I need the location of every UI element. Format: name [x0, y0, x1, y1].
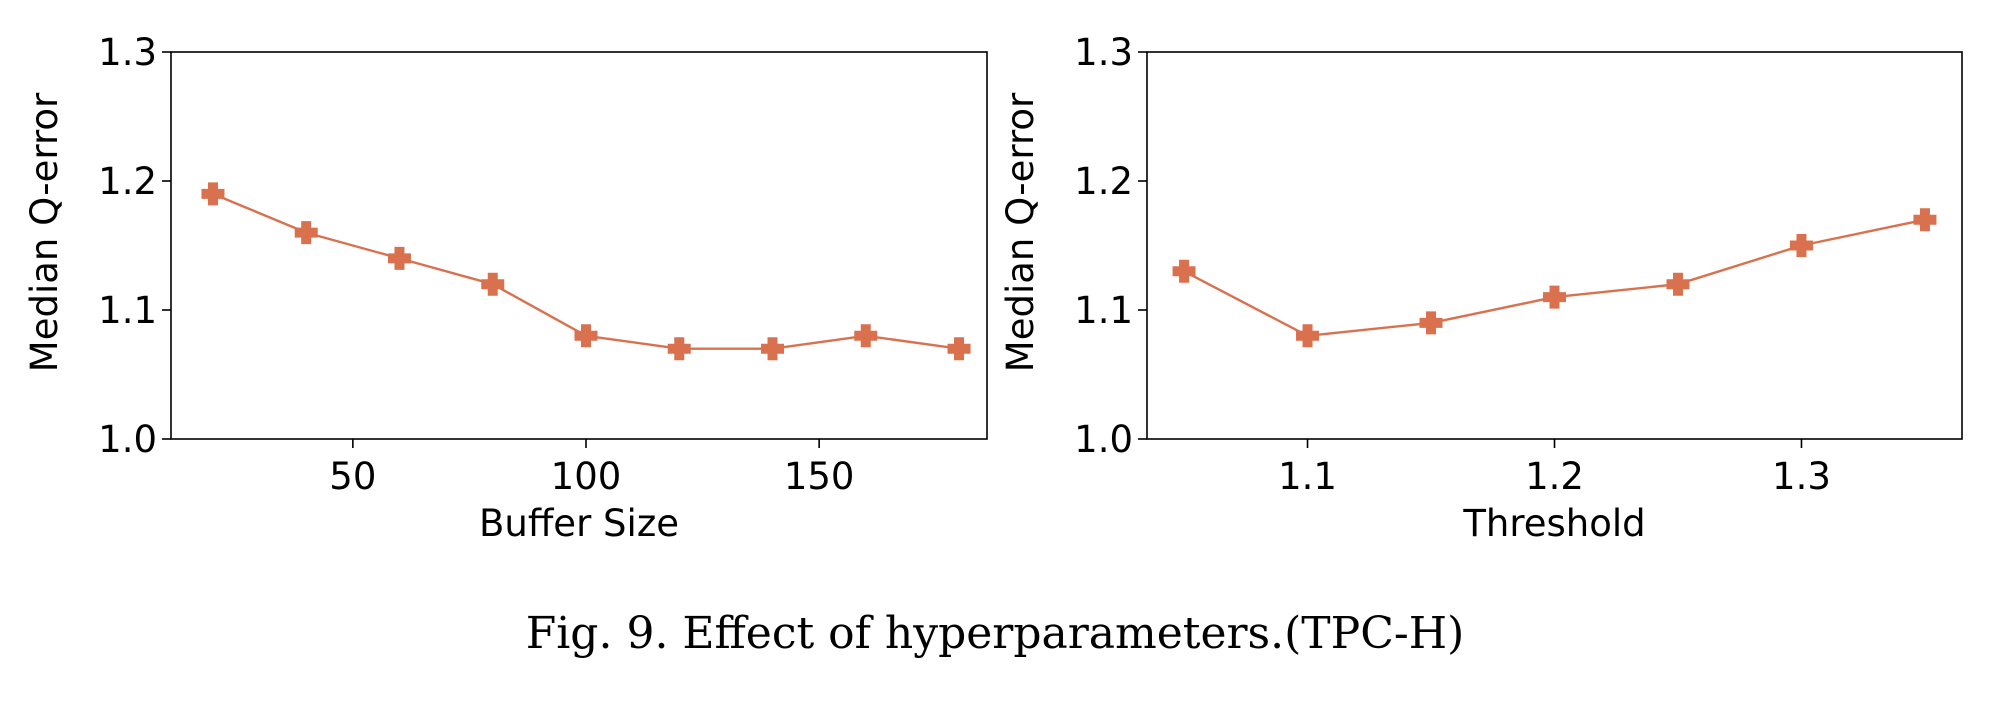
y-tick-label: 1.2	[98, 160, 157, 203]
x-tick-label: 50	[329, 455, 376, 498]
y-tick-label: 1.0	[98, 418, 157, 461]
data-point	[1419, 311, 1443, 335]
y-axis-label: Median Q-error	[999, 92, 1042, 372]
data-point	[1543, 285, 1566, 309]
data-point	[1666, 272, 1690, 296]
x-tick-label: 150	[784, 455, 855, 498]
series-line	[1183, 218, 1926, 337]
data-point	[1172, 259, 1196, 283]
data-point	[761, 337, 785, 361]
data-point	[1913, 208, 1937, 232]
y-tick-label: 1.3	[98, 31, 157, 74]
data-point	[481, 272, 505, 296]
y-tick-label: 1.2	[1074, 160, 1133, 203]
data-point	[1296, 324, 1320, 348]
plot-frame	[170, 51, 988, 440]
data-point	[854, 324, 878, 348]
data-point	[201, 182, 225, 206]
data-point	[667, 337, 691, 361]
data-point	[947, 337, 971, 361]
x-tick-label: 1.3	[1772, 455, 1831, 498]
x-tick-label: 100	[551, 455, 622, 498]
x-tick-label: 1.2	[1525, 455, 1584, 498]
buffer-size-chart: 1.0 1.1 1.2 1.3 50 100 150 Buffer Size Median Q-…	[23, 31, 988, 545]
y-tick-label: 1.0	[1074, 418, 1133, 461]
data-point	[387, 246, 411, 270]
y-tick-label: 1.1	[98, 289, 157, 332]
y-tick-label: 1.3	[1074, 31, 1133, 74]
y-axis-label: Median Q-error	[23, 92, 66, 372]
plot-frame	[1146, 51, 1963, 440]
data-point	[294, 221, 318, 245]
figure-caption: Fig. 9. Effect of hyperparameters.(TPC-H…	[525, 608, 1465, 659]
threshold-chart: 1.0 1.1 1.2 1.3 1.1 1.2 1.3 Threshold Median Q-e…	[999, 31, 1963, 545]
data-point	[574, 324, 598, 348]
data-point	[1789, 234, 1813, 257]
x-axis-label: Buffer Size	[479, 502, 679, 545]
y-tick-label: 1.1	[1074, 289, 1133, 332]
x-tick-label: 1.1	[1278, 455, 1337, 498]
x-axis-label: Threshold	[1462, 502, 1645, 545]
